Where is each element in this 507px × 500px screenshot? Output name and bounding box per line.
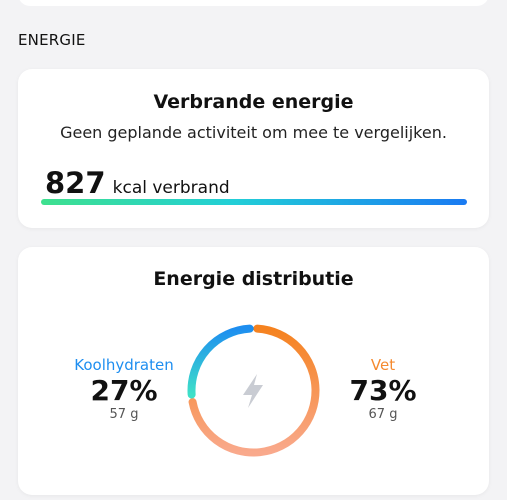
- kcal-value: 827: [45, 166, 106, 200]
- carbs-label: Koolhydraten: [59, 356, 189, 374]
- kcal-row: 827 kcal verbrand: [45, 166, 230, 200]
- carbs-percent: 27%: [59, 374, 189, 407]
- burned-energy-title: Verbrande energie: [18, 91, 489, 113]
- fat-percent: 73%: [318, 374, 448, 407]
- lightning-bolt-icon: [243, 374, 263, 408]
- burned-energy-card[interactable]: Verbrande energie Geen geplande activite…: [18, 69, 489, 228]
- energy-progress-bar: [41, 199, 467, 205]
- carbs-grams: 57 g: [59, 407, 189, 422]
- burned-energy-subtitle: Geen geplande activiteit om mee te verge…: [18, 123, 489, 142]
- previous-card: [18, 0, 489, 6]
- section-title: ENERGIE: [18, 31, 86, 49]
- fat-grams: 67 g: [318, 407, 448, 422]
- energy-distribution-title: Energie distributie: [18, 268, 489, 290]
- kcal-unit: kcal verbrand: [113, 178, 230, 198]
- distribution-ring-chart: [185, 322, 322, 459]
- carbs-stat: Koolhydraten 27% 57 g: [59, 356, 189, 422]
- fat-label: Vet: [318, 356, 448, 374]
- fat-stat: Vet 73% 67 g: [318, 356, 448, 422]
- carbs-ring-segment: [192, 329, 250, 395]
- energy-distribution-card[interactable]: Energie distributie Koolhydraten 27% 57 …: [18, 247, 489, 495]
